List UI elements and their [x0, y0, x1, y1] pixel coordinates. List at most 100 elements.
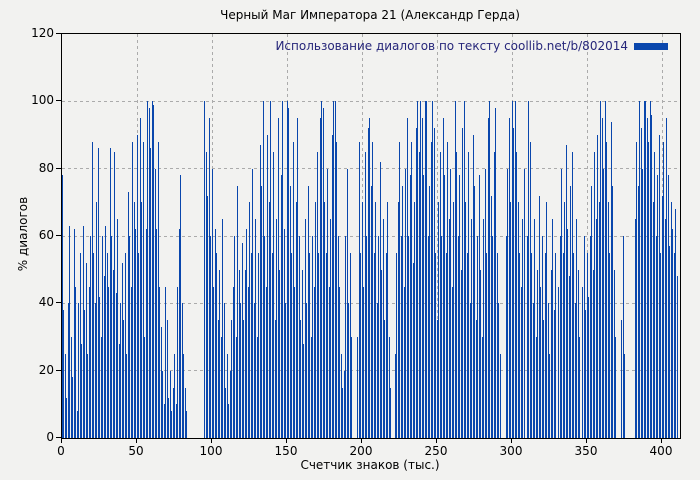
bar [321, 101, 323, 438]
bar [582, 286, 584, 438]
x-tick-mark [586, 438, 587, 443]
bar [550, 269, 552, 438]
bar [655, 236, 657, 438]
bar [613, 269, 615, 438]
bar [97, 148, 99, 438]
bar [306, 303, 308, 438]
y-gridline [62, 168, 680, 170]
bar [186, 411, 188, 438]
bar [231, 320, 233, 438]
bar [112, 269, 114, 438]
bar [615, 337, 617, 438]
bar [499, 353, 501, 438]
bar [636, 141, 638, 438]
bar [85, 262, 87, 438]
bar [472, 135, 474, 438]
bar [382, 219, 384, 438]
bar [340, 353, 342, 438]
bar [247, 286, 249, 438]
bar [387, 202, 389, 438]
bar [222, 219, 224, 438]
bar [90, 236, 92, 438]
bar [564, 202, 566, 438]
bar [363, 286, 365, 438]
bar [301, 269, 303, 438]
bar [331, 135, 333, 438]
bar [237, 185, 239, 438]
bar [267, 135, 269, 438]
bar [523, 168, 525, 438]
bar [559, 236, 561, 438]
bar [174, 353, 176, 438]
bar [622, 236, 624, 438]
bar [270, 101, 272, 438]
bar [672, 229, 674, 438]
bar [390, 387, 392, 438]
bar [411, 141, 413, 438]
bar [529, 141, 531, 438]
bar [591, 185, 593, 438]
bar [223, 303, 225, 438]
bar [265, 286, 267, 438]
bar [534, 219, 536, 438]
bar [207, 195, 209, 438]
bar [667, 175, 669, 438]
bar [603, 168, 605, 438]
bar [489, 101, 491, 438]
x-tick-label: 300 [499, 444, 523, 458]
bar [600, 101, 602, 438]
bar [84, 310, 86, 438]
bar [105, 225, 107, 438]
bar [291, 252, 293, 438]
bar [234, 236, 236, 438]
bar [424, 101, 426, 438]
bar [271, 252, 273, 438]
bar [138, 252, 140, 438]
bar [480, 269, 482, 438]
bar [300, 320, 302, 438]
bar [249, 202, 251, 438]
bar [69, 225, 71, 438]
bar [657, 175, 659, 438]
bar [325, 252, 327, 438]
bar [226, 353, 228, 438]
bar [426, 101, 428, 438]
bar [166, 320, 168, 438]
bar [93, 252, 95, 438]
bar [427, 236, 429, 438]
bar [342, 387, 344, 438]
bar [241, 242, 243, 438]
bar [289, 185, 291, 438]
bar [402, 185, 404, 438]
bar [652, 202, 654, 438]
bar [264, 236, 266, 438]
bar [397, 202, 399, 438]
x-tick-mark [436, 438, 437, 443]
x-tick-label: 350 [574, 444, 598, 458]
bar [567, 229, 569, 438]
bar [256, 337, 258, 438]
bar [118, 343, 120, 438]
bar [453, 202, 455, 438]
bar [183, 353, 185, 438]
x-tick-label: 400 [649, 444, 673, 458]
bar [444, 175, 446, 438]
bar [180, 175, 182, 438]
bar [370, 185, 372, 438]
bar [537, 269, 539, 438]
bar [64, 353, 66, 438]
bar [307, 185, 309, 438]
x-tick-label: 200 [349, 444, 373, 458]
bar [145, 229, 147, 438]
bar [543, 320, 545, 438]
bar [210, 236, 212, 438]
bar [312, 236, 314, 438]
bar [637, 185, 639, 438]
bar [337, 236, 339, 438]
x-tick-label: 150 [274, 444, 298, 458]
bar [229, 370, 231, 438]
bar [429, 185, 431, 438]
bar [348, 303, 350, 438]
bar [123, 320, 125, 438]
bar [99, 296, 101, 438]
